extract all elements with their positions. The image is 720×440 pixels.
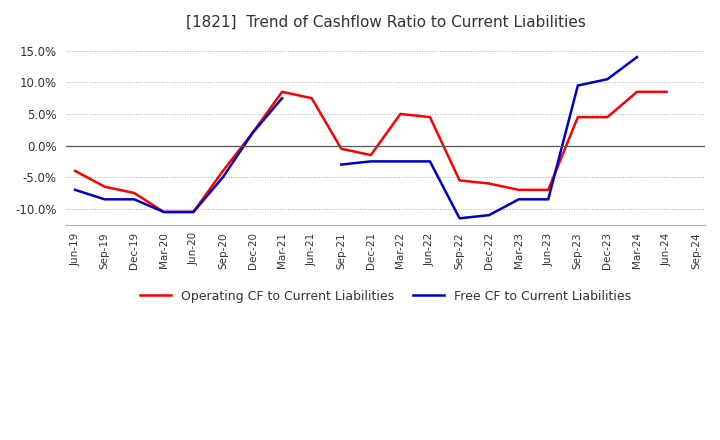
- Operating CF to Current Liabilities: [189, 209, 198, 215]
- Free CF to Current Liabilities: [574, 83, 582, 88]
- Line: Operating CF to Current Liabilities: Operating CF to Current Liabilities: [75, 92, 667, 212]
- Operating CF to Current Liabilities: [278, 89, 287, 95]
- Free CF to Current Liabilities: [544, 197, 552, 202]
- Operating CF to Current Liabilities: [366, 152, 375, 158]
- Operating CF to Current Liabilities: [307, 95, 316, 101]
- Operating CF to Current Liabilities: [160, 209, 168, 215]
- Free CF to Current Liabilities: [337, 162, 346, 167]
- Free CF to Current Liabilities: [278, 95, 287, 101]
- Line: Free CF to Current Liabilities: Free CF to Current Liabilities: [75, 57, 637, 218]
- Free CF to Current Liabilities: [189, 209, 198, 215]
- Operating CF to Current Liabilities: [633, 89, 642, 95]
- Title: [1821]  Trend of Cashflow Ratio to Current Liabilities: [1821] Trend of Cashflow Ratio to Curren…: [186, 15, 585, 30]
- Operating CF to Current Liabilities: [130, 191, 138, 196]
- Free CF to Current Liabilities: [71, 187, 79, 192]
- Free CF to Current Liabilities: [603, 77, 612, 82]
- Operating CF to Current Liabilities: [455, 178, 464, 183]
- Operating CF to Current Liabilities: [603, 114, 612, 120]
- Operating CF to Current Liabilities: [514, 187, 523, 192]
- Free CF to Current Liabilities: [396, 159, 405, 164]
- Operating CF to Current Liabilities: [248, 130, 257, 136]
- Free CF to Current Liabilities: [426, 159, 434, 164]
- Operating CF to Current Liabilities: [337, 146, 346, 151]
- Free CF to Current Liabilities: [219, 175, 228, 180]
- Operating CF to Current Liabilities: [396, 111, 405, 117]
- Operating CF to Current Liabilities: [485, 181, 493, 186]
- Legend: Operating CF to Current Liabilities, Free CF to Current Liabilities: Operating CF to Current Liabilities, Fre…: [135, 285, 636, 308]
- Free CF to Current Liabilities: [100, 197, 109, 202]
- Free CF to Current Liabilities: [514, 197, 523, 202]
- Free CF to Current Liabilities: [633, 55, 642, 60]
- Operating CF to Current Liabilities: [574, 114, 582, 120]
- Free CF to Current Liabilities: [130, 197, 138, 202]
- Free CF to Current Liabilities: [160, 209, 168, 215]
- Operating CF to Current Liabilities: [426, 114, 434, 120]
- Free CF to Current Liabilities: [455, 216, 464, 221]
- Operating CF to Current Liabilities: [219, 168, 228, 173]
- Free CF to Current Liabilities: [366, 159, 375, 164]
- Free CF to Current Liabilities: [248, 130, 257, 136]
- Operating CF to Current Liabilities: [544, 187, 552, 192]
- Free CF to Current Liabilities: [485, 213, 493, 218]
- Operating CF to Current Liabilities: [71, 168, 79, 173]
- Operating CF to Current Liabilities: [100, 184, 109, 189]
- Operating CF to Current Liabilities: [662, 89, 671, 95]
